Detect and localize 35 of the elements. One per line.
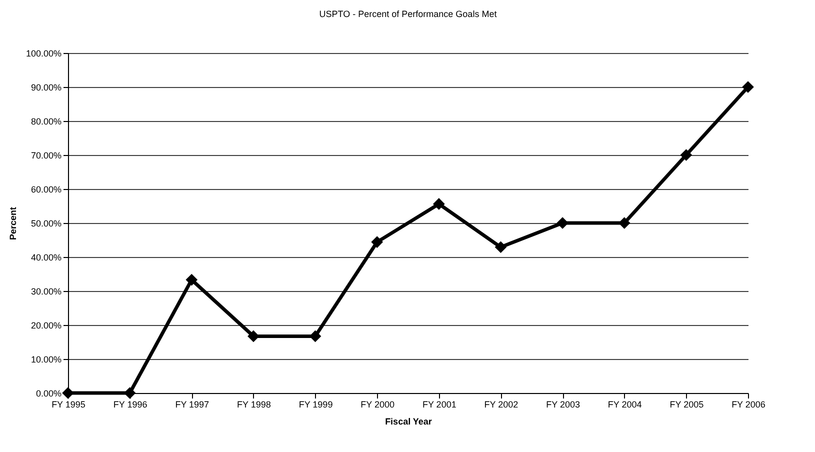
point	[556, 217, 568, 229]
y-tick-label: 60.00%	[30, 184, 62, 194]
x-tick-label: FY 1999	[298, 400, 333, 410]
y-tick-label: 40.00%	[30, 252, 62, 262]
x-tick-label: FY 1998	[237, 400, 271, 410]
point	[371, 236, 384, 248]
y-axis-title: Percent	[8, 206, 18, 240]
x-tick-label: FY 2003	[546, 400, 580, 410]
point	[186, 274, 198, 286]
point	[432, 198, 445, 210]
x-tick-label: FY 2006	[732, 400, 766, 410]
y-tick-label: 10.00%	[30, 354, 62, 364]
y-tick-label: 100.00%	[26, 48, 62, 58]
y-tick-label: 70.00%	[30, 150, 62, 160]
x-tick-label: FY 2001	[422, 400, 456, 410]
x-axis-title: Fiscal Year	[385, 416, 432, 426]
y-tick-label: 50.00%	[30, 218, 62, 228]
y-tick-label: 90.00%	[30, 82, 62, 92]
x-tick-label: FY 2002	[484, 400, 518, 410]
x-tick-label: FY 1995	[52, 400, 86, 410]
x-tick-label: FY 1997	[175, 400, 210, 410]
point	[62, 387, 74, 399]
point	[494, 241, 507, 254]
point	[742, 81, 754, 93]
x-tick-label: FY 1996	[113, 400, 148, 410]
chart-title: USPTO - Percent of Performance Goals Met	[319, 9, 498, 19]
x-tick-label: FY 2000	[360, 400, 395, 410]
y-tick-label: 20.00%	[30, 320, 62, 330]
point	[248, 330, 260, 342]
y-tick-label: 30.00%	[30, 286, 62, 296]
y-tick-label: 80.00%	[30, 116, 62, 126]
point	[680, 149, 692, 161]
x-tick-label: FY 2005	[670, 400, 704, 410]
y-tick-label: 0.00%	[36, 388, 62, 398]
x-tick-label: FY 2004	[608, 400, 642, 410]
